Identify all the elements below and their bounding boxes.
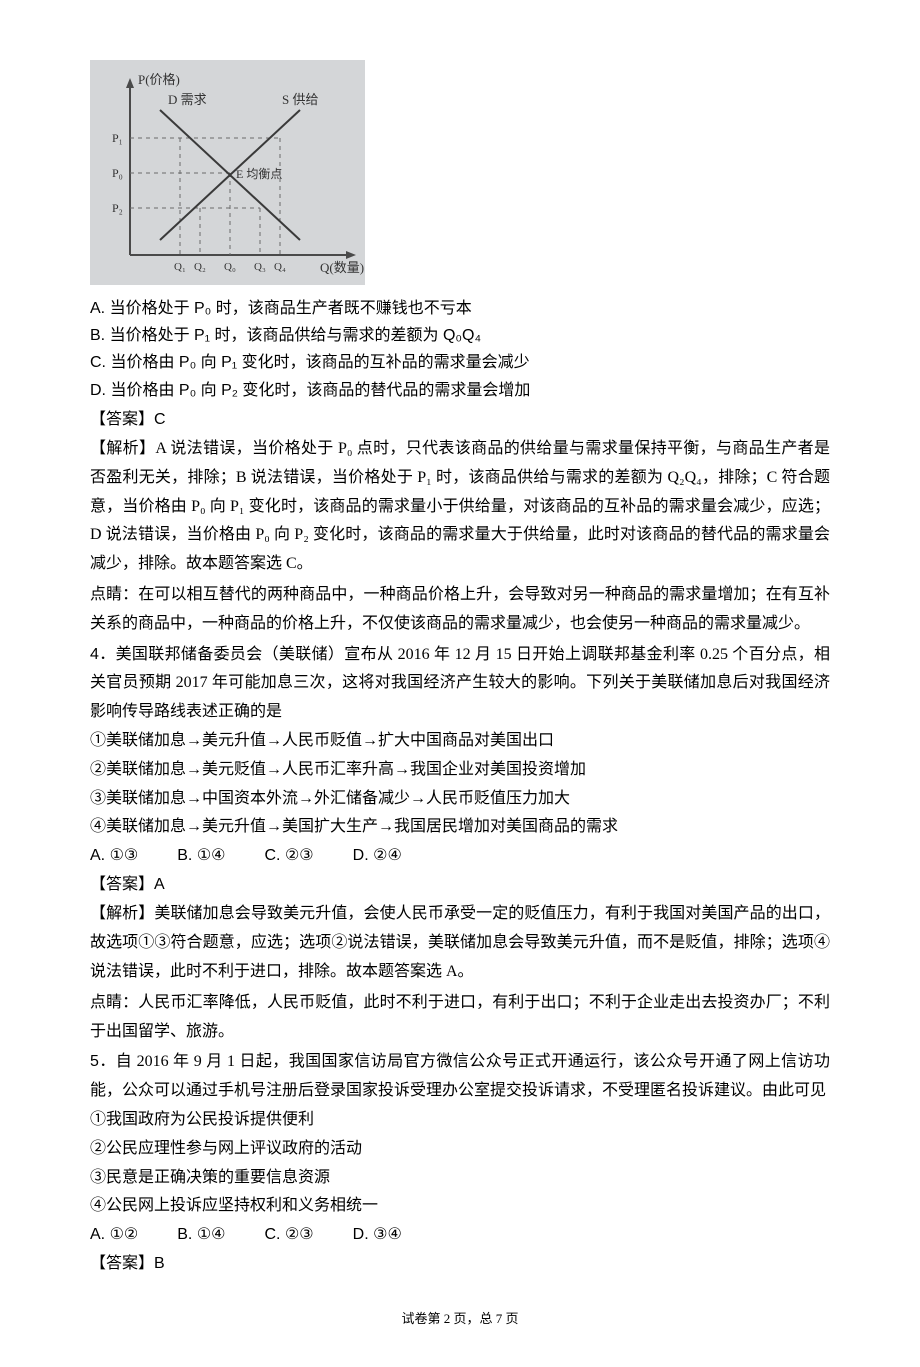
q4-tip: 点睛：人民币汇率降低，人民币贬值，此时不利于进口，有利于出口；不利于企业走出去投… xyxy=(90,989,830,1047)
q4-answer: 【答案】A xyxy=(90,871,830,898)
y-axis-label: P(价格) xyxy=(138,72,180,87)
supply-demand-chart: P(价格) Q(数量) D 需求 S 供给 E 均衡点 P₁ P₀ P₂ Q₁ … xyxy=(90,60,365,285)
q3-answer: 【答案】C xyxy=(90,406,830,433)
q5-item-4: ④公民网上投诉应坚持权利和义务相统一 xyxy=(90,1192,830,1221)
q3-option-a: A. 当价格处于 P₀ 时，该商品生产者既不赚钱也不亏本 xyxy=(90,295,830,322)
q5-answer: 【答案】B xyxy=(90,1250,830,1277)
q3-option-b: B. 当价格处于 P₁ 时，该商品供给与需求的差额为 Q₀Q₄ xyxy=(90,322,830,349)
demand-label: D 需求 xyxy=(168,92,207,107)
q4-item-4: ④美联储加息→美元升值→美国扩大生产→我国居民增加对美国商品的需求 xyxy=(90,813,830,842)
q5-option-c: C. ②③ xyxy=(265,1221,314,1248)
supply-label: S 供给 xyxy=(282,92,318,107)
q5-item-2: ②公民应理性参与网上评议政府的活动 xyxy=(90,1135,830,1164)
q4-option-b: B. ①④ xyxy=(177,842,225,869)
svg-text:Q₃: Q₃ xyxy=(254,261,266,273)
option-text: 当价格处于 P₀ 时，该商品生产者既不赚钱也不亏本 xyxy=(110,300,472,317)
svg-text:P₁: P₁ xyxy=(112,131,123,145)
page-footer: 试卷第 2 页，总 7 页 xyxy=(90,1308,830,1327)
q4-options: A. ①③ B. ①④ C. ②③ D. ②④ xyxy=(90,842,830,869)
q4-stem: 4．美国联邦储备委员会（美联储）宣布从 2016 年 12 月 15 日开始上调… xyxy=(90,641,830,727)
q5-option-a: A. ①② xyxy=(90,1221,138,1248)
q5-option-d: D. ③④ xyxy=(353,1221,402,1248)
svg-text:Q₂: Q₂ xyxy=(194,261,206,273)
q3-option-c: C. 当价格由 P₀ 向 P₁ 变化时，该商品的互补品的需求量会减少 xyxy=(90,349,830,376)
svg-text:P₀: P₀ xyxy=(112,166,123,180)
option-text: 当价格由 P₀ 向 P₂ 变化时，该商品的替代品的需求量会增加 xyxy=(110,382,530,399)
svg-text:Q₁: Q₁ xyxy=(174,261,186,273)
q5-option-b: B. ①④ xyxy=(177,1221,225,1248)
q4-option-a: A. ①③ xyxy=(90,842,138,869)
q4-explanation: 【解析】美联储加息会导致美元升值，会使人民币承受一定的贬值压力，有利于我国对美国… xyxy=(90,900,830,986)
q5-stem: 5．自 2016 年 9 月 1 日起，我国国家信访局官方微信公众号正式开通运行… xyxy=(90,1048,830,1106)
q4-item-2: ②美联储加息→美元贬值→人民币汇率升高→我国企业对美国投资增加 xyxy=(90,756,830,785)
q4-item-1: ①美联储加息→美元升值→人民币贬值→扩大中国商品对美国出口 xyxy=(90,727,830,756)
svg-text:Q₄: Q₄ xyxy=(274,261,286,273)
q3-tip: 点睛：在可以相互替代的两种商品中，一种商品价格上升，会导致对另一种商品的需求量增… xyxy=(90,581,830,639)
q3-option-d: D. 当价格由 P₀ 向 P₂ 变化时，该商品的替代品的需求量会增加 xyxy=(90,377,830,404)
q5-options: A. ①② B. ①④ C. ②③ D. ③④ xyxy=(90,1221,830,1248)
q5-item-3: ③民意是正确决策的重要信息资源 xyxy=(90,1164,830,1193)
q4-option-d: D. ②④ xyxy=(353,842,402,869)
option-text: 当价格处于 P₁ 时，该商品供给与需求的差额为 Q₀Q₄ xyxy=(110,327,481,344)
q3-explanation: 【解析】A 说法错误，当价格处于 P₀ 点时，只代表该商品的供给量与需求量保持平… xyxy=(90,435,830,579)
option-text: 当价格由 P₀ 向 P₁ 变化时，该商品的互补品的需求量会减少 xyxy=(110,354,529,371)
equilibrium-label: E 均衡点 xyxy=(236,167,282,181)
svg-text:P₂: P₂ xyxy=(112,201,123,215)
q4-option-c: C. ②③ xyxy=(265,842,314,869)
q5-item-1: ①我国政府为公民投诉提供便利 xyxy=(90,1106,830,1135)
q4-item-3: ③美联储加息→中国资本外流→外汇储备减少→人民币贬值压力加大 xyxy=(90,785,830,814)
svg-text:Q₀: Q₀ xyxy=(224,261,236,273)
x-axis-label: Q(数量) xyxy=(320,260,364,275)
